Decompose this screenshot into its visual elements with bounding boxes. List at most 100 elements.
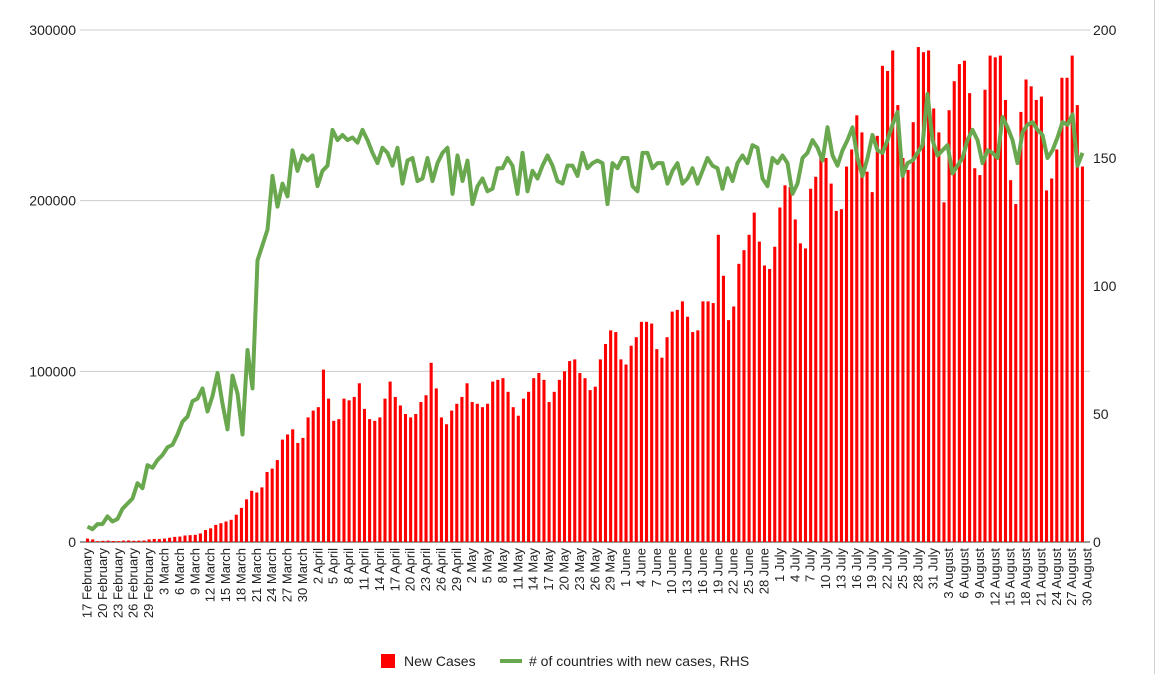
x-tick-label: 25 June — [741, 548, 756, 594]
bar-new-cases — [916, 47, 920, 542]
bar-new-cases — [701, 301, 705, 542]
x-tick-label: 31 July — [926, 548, 941, 590]
x-tick-label: 23 April — [418, 548, 433, 591]
bar-new-cases — [280, 439, 284, 542]
bar-new-cases — [927, 50, 931, 542]
bar-new-cases — [752, 212, 756, 543]
x-tick-label: 30 March — [295, 548, 310, 602]
bar-new-cases — [419, 402, 423, 542]
bar-new-cases — [96, 541, 100, 542]
bar-new-cases — [378, 417, 382, 542]
bar-new-cases — [393, 396, 397, 542]
x-tick-label: 15 August — [1003, 548, 1018, 606]
bar-new-cases — [952, 81, 956, 542]
bar-new-cases — [614, 332, 618, 542]
x-tick-label: 6 August — [956, 548, 971, 599]
bar-new-cases — [557, 379, 561, 542]
x-tick-label: 10 June — [664, 548, 679, 594]
x-tick-label: 10 July — [818, 548, 833, 590]
bar-new-cases — [178, 536, 182, 542]
bar-new-cases — [147, 539, 151, 542]
x-tick-label: 20 May — [556, 548, 571, 591]
bar-new-cases — [1075, 105, 1079, 542]
bar-new-cases — [275, 460, 279, 542]
bar-new-cases — [757, 241, 761, 542]
bar-new-cases — [132, 540, 136, 542]
y-axis-left: 0 100000 200000 300000 — [29, 22, 76, 550]
y-tick-label-left: 300000 — [29, 22, 76, 38]
bar-new-cases — [891, 50, 895, 542]
bar-new-cases — [265, 472, 269, 542]
bar-new-cases — [711, 303, 715, 542]
bar-new-cases — [870, 192, 874, 542]
bar-new-cases — [660, 357, 664, 542]
bar-new-cases — [152, 538, 156, 542]
x-tick-label: 16 July — [849, 548, 864, 590]
bar-new-cases — [409, 417, 413, 542]
x-tick-label: 3 March — [156, 548, 171, 595]
bar-new-cases — [1024, 79, 1028, 543]
bar-new-cases — [229, 519, 233, 542]
bar-new-cases — [609, 330, 613, 542]
x-tick-label: 2 April — [310, 548, 325, 584]
bar-new-cases — [1009, 180, 1013, 542]
bar-new-cases — [552, 391, 556, 542]
bar-new-cases — [455, 403, 459, 542]
x-tick-label: 18 August — [1018, 548, 1033, 606]
bar-new-cases — [957, 64, 961, 542]
x-tick-label: 9 March — [187, 548, 202, 595]
bar-new-cases — [721, 275, 725, 542]
bar-new-cases — [480, 407, 484, 542]
x-tick-label: 9 August — [972, 548, 987, 599]
x-tick-label: 17 May — [541, 548, 556, 591]
x-axis: 17 February 20 February 23 February 26 Febr… — [80, 548, 1095, 619]
bar-new-cases — [578, 373, 582, 542]
bar-new-cases — [521, 398, 525, 542]
bar-new-cases — [506, 391, 510, 542]
x-tick-label: 16 June — [695, 548, 710, 594]
new-cases-bars — [86, 47, 1084, 543]
x-tick-label: 11 April — [356, 548, 371, 591]
bar-new-cases — [142, 540, 146, 542]
x-tick-label: 29 April — [449, 548, 464, 591]
bar-new-cases — [306, 417, 310, 542]
legend[interactable]: New Cases # of countries with new cases,… — [381, 653, 749, 669]
x-tick-label: 28 June — [756, 548, 771, 594]
bar-new-cases — [321, 369, 325, 542]
bar-new-cases — [91, 539, 95, 542]
bar-new-cases — [1060, 77, 1064, 542]
bar-new-cases — [188, 535, 192, 542]
x-tick-label: 14 May — [526, 548, 541, 591]
bar-new-cases — [547, 402, 551, 542]
bar-new-cases — [219, 523, 223, 542]
bar-new-cases — [173, 536, 177, 542]
bar-new-cases — [716, 234, 720, 543]
bar-new-cases — [347, 400, 351, 542]
bar-new-cases — [706, 301, 710, 542]
bar-new-cases — [921, 52, 925, 542]
bar-new-cases — [675, 309, 679, 542]
x-tick-label: 19 July — [864, 548, 879, 590]
bar-new-cases — [932, 108, 936, 542]
bar-new-cases — [127, 540, 131, 542]
bar-new-cases — [824, 158, 828, 542]
bar-new-cases — [845, 166, 849, 542]
y-axis-right: 0 50 100 150 200 — [1093, 22, 1117, 550]
x-tick-label: 17 April — [387, 548, 402, 591]
legend-swatch-new-cases — [381, 654, 395, 668]
x-tick-label: 14 April — [372, 548, 387, 591]
bar-new-cases — [803, 248, 808, 542]
x-tick-label: 29 May — [603, 548, 618, 591]
x-tick-label: 8 April — [341, 548, 356, 584]
x-tick-label: 24 March — [264, 548, 279, 602]
bar-new-cases — [768, 268, 772, 542]
bar-new-cases — [691, 332, 695, 542]
bar-new-cases — [414, 414, 418, 542]
x-tick-label: 13 July — [833, 548, 848, 590]
x-tick-label: 30 August — [1080, 548, 1095, 606]
bar-new-cases — [850, 149, 854, 542]
bar-new-cases — [947, 110, 951, 543]
x-tick-label: 4 July — [787, 548, 802, 582]
bar-new-cases — [424, 395, 428, 542]
bar-new-cases — [1003, 99, 1008, 542]
